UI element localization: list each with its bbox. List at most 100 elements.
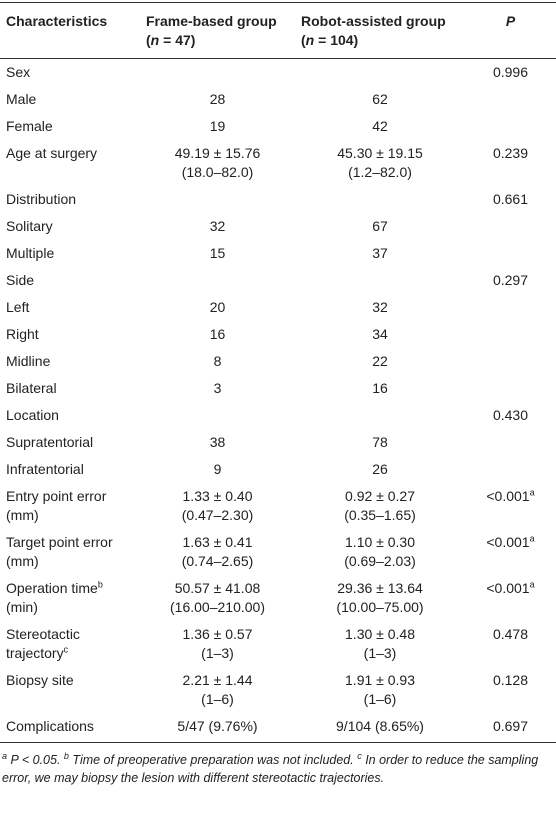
- row-label: Right: [0, 321, 140, 348]
- cell-text: Stereotactic trajectory: [6, 626, 80, 661]
- cell-text: 9/104 (8.65%): [336, 718, 424, 734]
- table-cell: 37: [295, 240, 465, 267]
- table-row: Left 20 32: [0, 294, 556, 321]
- cell-text: = 104): [314, 32, 359, 48]
- superscript: a: [529, 579, 535, 590]
- table-cell: 38: [140, 429, 295, 456]
- footnote-text: Time of preoperative preparation was not…: [72, 753, 354, 767]
- table-body: Sex 0.996 Male 28 62 Female 19 42 Age at surgery…: [0, 59, 556, 743]
- cell-text: 26: [372, 461, 388, 477]
- table-row: Target point error (mm) 1.63 ± 0.41 (0.74–…: [0, 529, 556, 575]
- cell-text: 20: [209, 299, 226, 315]
- cell-line: (18.0–82.0): [181, 164, 254, 180]
- table-row: Male 28 62: [0, 86, 556, 113]
- superscript: c: [63, 644, 69, 655]
- cell-text: Complications: [6, 718, 94, 734]
- table-cell: [465, 456, 556, 483]
- cell-text: 0.697: [492, 718, 529, 734]
- footnote-text: P: [10, 753, 19, 767]
- data-table: Characteristics Frame-based group (n = 47…: [0, 2, 556, 743]
- footnote-text: < 0.05.: [18, 753, 61, 767]
- table-row: Supratentorial 38 78: [0, 429, 556, 456]
- cell-text: Robot-assisted group (: [301, 13, 446, 48]
- cell-text: 42: [372, 118, 388, 134]
- table-cell: 2.21 ± 1.44 (1–6): [140, 667, 295, 713]
- cell-text: Characteristics: [6, 13, 108, 29]
- table-cell: 42: [295, 113, 465, 140]
- table-row: Female 19 42: [0, 113, 556, 140]
- cell-text: = 47): [159, 32, 196, 48]
- cell-line: 1.33 ± 0.40: [182, 488, 253, 504]
- table-cell: 5/47 (9.76%): [140, 713, 295, 743]
- row-label: Location: [0, 402, 140, 429]
- cell-line: (1–3): [363, 645, 397, 661]
- table-cell: 16: [140, 321, 295, 348]
- table-cell: 15: [140, 240, 295, 267]
- cell-text: <0.001: [486, 580, 530, 596]
- table-cell: [465, 375, 556, 402]
- cell-text: 0.239: [492, 145, 529, 161]
- table-cell: 32: [140, 213, 295, 240]
- table-cell: 22: [295, 348, 465, 375]
- cell-text: Sex: [6, 64, 31, 80]
- cell-text: 16: [209, 326, 226, 342]
- column-header: Characteristics: [0, 2, 140, 59]
- table-row: Multiple 15 37: [0, 240, 556, 267]
- cell-text: <0.001: [486, 488, 530, 504]
- cell-text: (min): [6, 599, 38, 615]
- table-cell: 0.661: [465, 186, 556, 213]
- table-cell: 16: [295, 375, 465, 402]
- cell-line: (1–6): [363, 691, 397, 707]
- table-cell: 8: [140, 348, 295, 375]
- cell-line: (0.47–2.30): [181, 507, 254, 523]
- table-cell: 1.63 ± 0.41 (0.74–2.65): [140, 529, 295, 575]
- cell-text: 78: [372, 434, 388, 450]
- table-row: Side 0.297: [0, 267, 556, 294]
- table-cell: 9: [140, 456, 295, 483]
- table-cell: 78: [295, 429, 465, 456]
- cell-text: 32: [372, 299, 388, 315]
- table-cell: 62: [295, 86, 465, 113]
- cell-line: 49.19 ± 15.76: [174, 145, 261, 161]
- table-cell: 0.697: [465, 713, 556, 743]
- table-cell: 67: [295, 213, 465, 240]
- row-label: Stereotactic trajectoryc: [0, 621, 140, 667]
- cell-text: 38: [209, 434, 226, 450]
- cell-line: (1–6): [201, 691, 234, 707]
- table-cell: [465, 348, 556, 375]
- table-cell: 0.297: [465, 267, 556, 294]
- row-label: Infratentorial: [0, 456, 140, 483]
- cell-line: (16.00–210.00): [170, 599, 265, 615]
- cell-text: 67: [372, 218, 388, 234]
- table-row: Infratentorial 9 26: [0, 456, 556, 483]
- cell-line: (0.35–1.65): [344, 507, 416, 523]
- cell-line: 45.30 ± 19.15: [337, 145, 423, 161]
- table-cell: 0.128: [465, 667, 556, 713]
- table-cell: 0.996: [465, 59, 556, 87]
- cell-line: 50.57 ± 41.08: [174, 580, 261, 596]
- table-row: Complications 5/47 (9.76%) 9/104 (8.65%) 0.…: [0, 713, 556, 743]
- cell-text: 3: [213, 380, 222, 396]
- cell-line: 1.63 ± 0.41: [182, 534, 253, 550]
- cell-text: 5/47 (9.76%): [177, 718, 258, 734]
- table-cell: [295, 59, 465, 87]
- table-row: Solitary 32 67: [0, 213, 556, 240]
- cell-text: Side: [6, 272, 35, 288]
- table-row: Operation timeb (min) 50.57 ± 41.08 (16.00…: [0, 575, 556, 621]
- table-cell: [140, 267, 295, 294]
- footnote-text: In order to reduce the sampling error, w…: [2, 753, 539, 785]
- table-cell: 0.92 ± 0.27 (0.35–1.65): [295, 483, 465, 529]
- table-cell: <0.001a: [465, 575, 556, 621]
- table-cell: [140, 186, 295, 213]
- cell-line: (1–3): [201, 645, 234, 661]
- cell-text: Midline: [6, 353, 51, 369]
- table-row: Stereotactic trajectoryc 1.36 ± 0.57 (1–3)…: [0, 621, 556, 667]
- cell-line: (10.00–75.00): [336, 599, 424, 615]
- row-label: Side: [0, 267, 140, 294]
- row-label: Biopsy site: [0, 667, 140, 713]
- table-cell: 26: [295, 456, 465, 483]
- table-cell: 32: [295, 294, 465, 321]
- cell-line: 0.92 ± 0.27: [345, 488, 415, 504]
- table-cell: 1.33 ± 0.40 (0.47–2.30): [140, 483, 295, 529]
- cell-line: 29.36 ± 13.64: [337, 580, 423, 596]
